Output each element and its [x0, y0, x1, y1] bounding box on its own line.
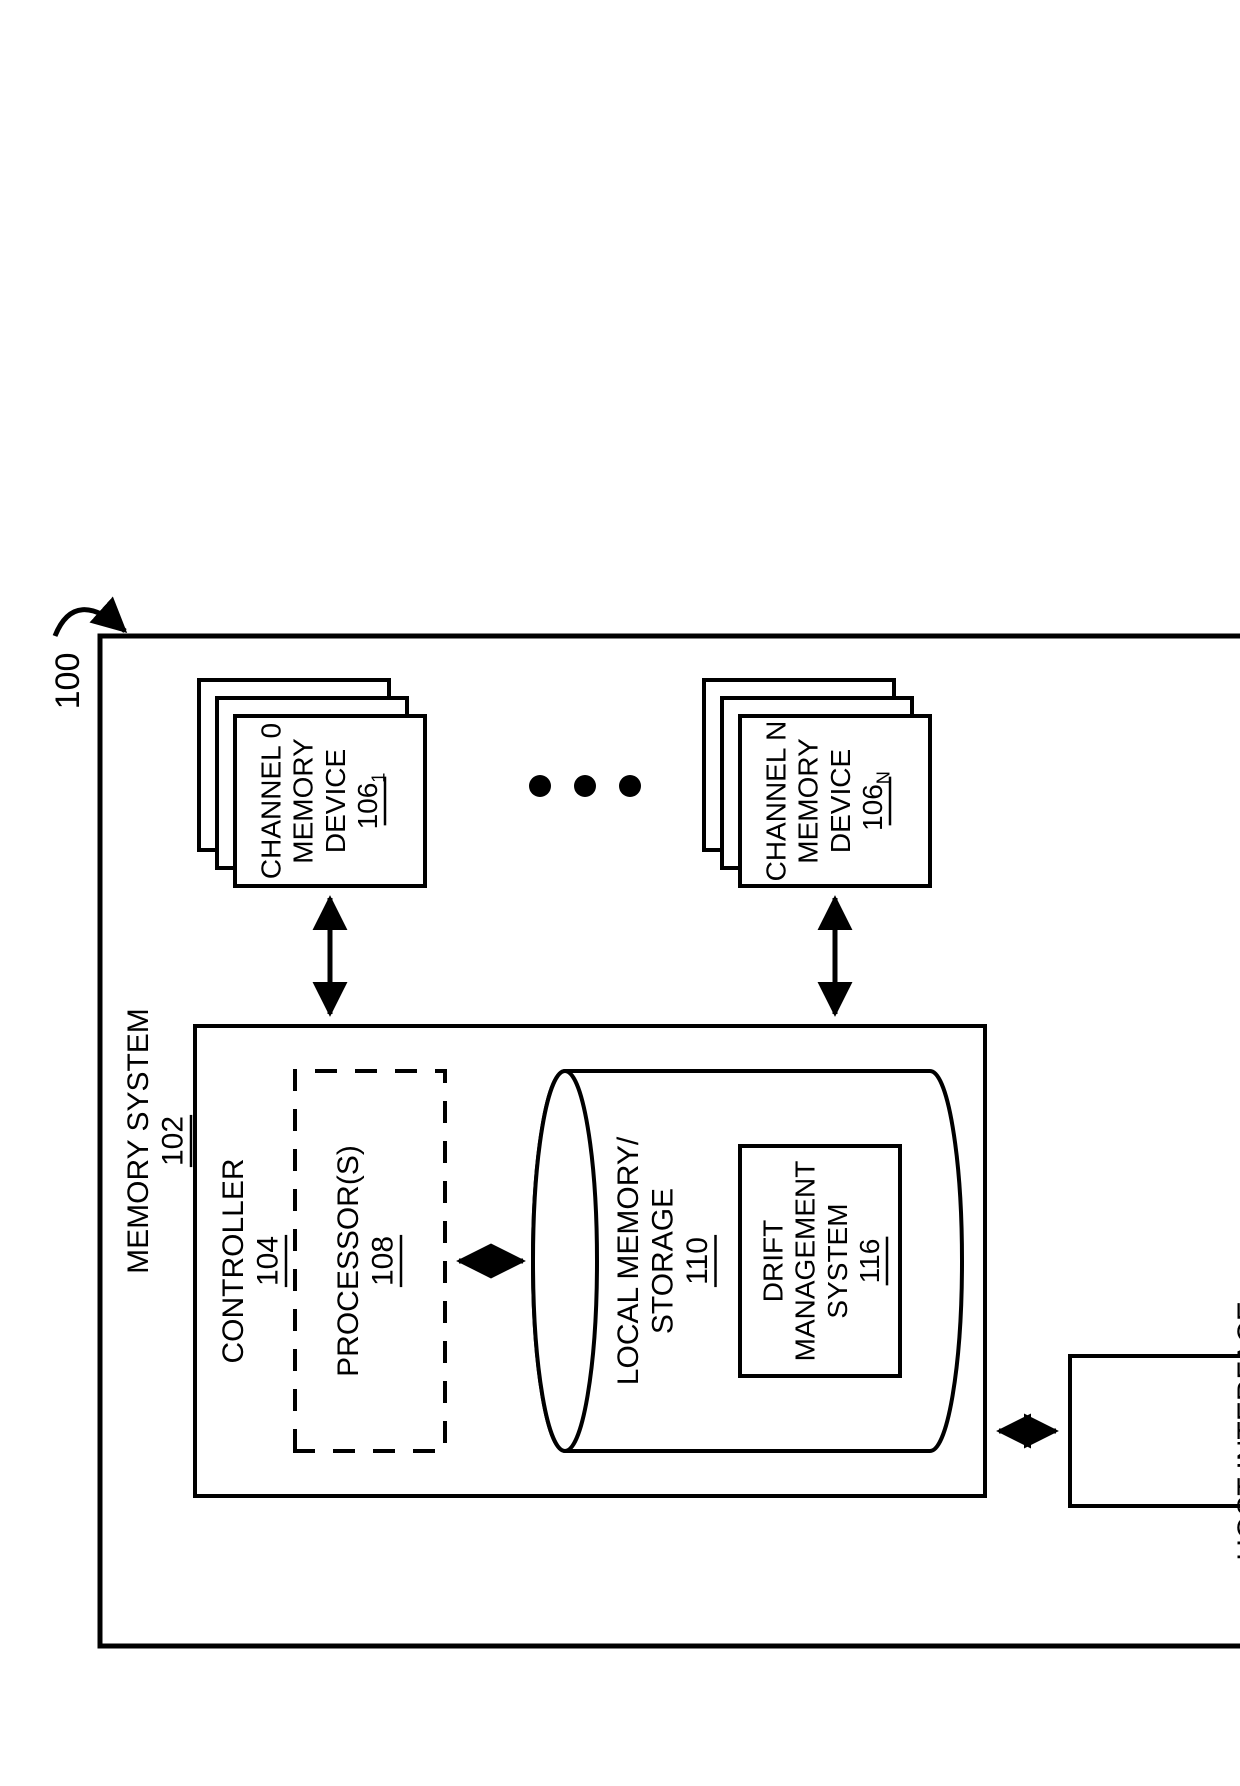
svg-text:LOCAL MEMORY/: LOCAL MEMORY/: [612, 1136, 645, 1385]
svg-text:SYSTEM: SYSTEM: [822, 1203, 853, 1318]
ellipsis-dot: [619, 775, 641, 797]
ref-100-arrow: [55, 610, 125, 636]
svg-text:MEMORY: MEMORY: [793, 738, 824, 864]
svg-text:CONTROLLER: CONTROLLER: [217, 1158, 250, 1363]
host-interface-label: HOST INTERFACE114: [1232, 1301, 1240, 1560]
ellipsis-dot: [529, 775, 551, 797]
ref-100: 100: [49, 653, 87, 710]
svg-text:CHANNEL N: CHANNEL N: [760, 721, 791, 882]
diagram-root: 100MEMORY SYSTEM102CHANNEL 0MEMORYDEVICE…: [49, 610, 1240, 1646]
svg-text:PROCESSOR(S): PROCESSOR(S): [332, 1145, 365, 1377]
svg-text:MANAGEMENT: MANAGEMENT: [790, 1161, 821, 1362]
svg-text:HOST INTERFACE: HOST INTERFACE: [1232, 1301, 1240, 1560]
svg-text:DEVICE: DEVICE: [825, 749, 856, 853]
svg-text:116: 116: [854, 1239, 885, 1284]
svg-text:110: 110: [681, 1237, 714, 1285]
host-interface-box: [1070, 1356, 1240, 1506]
svg-text:CHANNEL 0: CHANNEL 0: [255, 723, 286, 879]
svg-text:DEVICE: DEVICE: [320, 749, 351, 853]
svg-text:STORAGE: STORAGE: [646, 1188, 679, 1334]
svg-text:DRIFT: DRIFT: [757, 1220, 788, 1302]
svg-text:MEMORY: MEMORY: [288, 738, 319, 864]
svg-text:108: 108: [366, 1236, 399, 1286]
svg-text:104: 104: [251, 1236, 284, 1286]
svg-text:MEMORY SYSTEM: MEMORY SYSTEM: [122, 1008, 155, 1274]
svg-text:102: 102: [156, 1116, 189, 1166]
ellipsis-dot: [574, 775, 596, 797]
